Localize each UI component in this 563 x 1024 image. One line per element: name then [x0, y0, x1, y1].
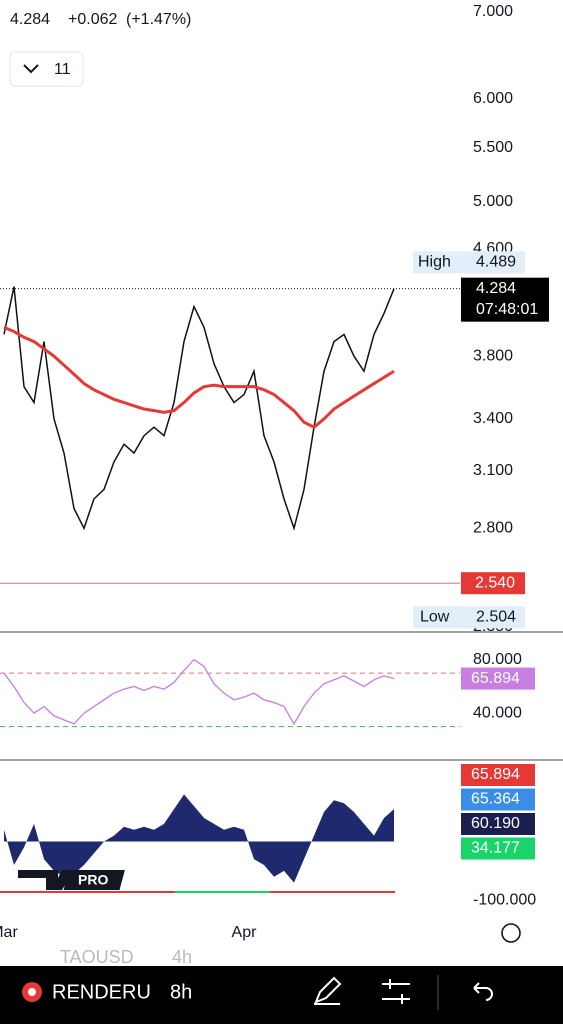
- behind-symbol: TAOUSD: [60, 947, 134, 967]
- rsi-badge: [461, 667, 535, 690]
- indicator-count: 11: [54, 61, 71, 78]
- low-badge: [413, 606, 525, 629]
- pro-label: PRO: [78, 872, 108, 888]
- change: +0.062: [68, 11, 117, 28]
- last-price: 4.284: [10, 11, 50, 28]
- rsi-tick-label: 40.000: [473, 704, 522, 721]
- osc-badge: [461, 788, 535, 811]
- symbol[interactable]: RENDERU: [52, 981, 151, 1003]
- osc-badge-value: 34.177: [471, 840, 520, 857]
- osc-badge-value: 60.190: [471, 815, 520, 832]
- oscillator-area: [4, 794, 394, 883]
- tv-logo: [18, 870, 74, 890]
- chevron: [23, 64, 39, 74]
- osc-badge-value: 65.894: [471, 766, 520, 783]
- settings-icon[interactable]: [501, 923, 521, 943]
- y-tick-label: 5.000: [473, 193, 513, 210]
- pro-badge: [63, 870, 125, 890]
- indicator-toggle[interactable]: [9, 51, 84, 87]
- y-tick-label: 2.800: [473, 520, 513, 537]
- symbol-icon-dot: [28, 988, 36, 996]
- bottom-bar: [0, 966, 563, 1024]
- draw-icon[interactable]: [314, 976, 342, 1005]
- last-badge: [461, 277, 549, 322]
- level-value: 2.540: [475, 574, 515, 591]
- y-tick-label: 3.800: [473, 347, 513, 364]
- rsi-value: 65.894: [471, 670, 520, 687]
- osc-badge-value: 65.364: [471, 791, 520, 808]
- high-badge: [413, 251, 525, 274]
- osc-badge: [461, 837, 535, 860]
- y-tick-label: 3.400: [473, 410, 513, 427]
- osc-badge: [461, 813, 535, 835]
- last-badge-price: 4.284: [476, 280, 516, 297]
- y-tick-label: 3.100: [473, 462, 513, 479]
- behind-interval: 4h: [172, 947, 192, 967]
- price-line: [3, 286, 395, 531]
- osc-tick-label: -100.000: [473, 892, 536, 909]
- moving-average: [3, 325, 395, 430]
- high-label: High: [418, 254, 451, 271]
- low-label: Low: [420, 608, 450, 625]
- y-tick-label: 7.000: [473, 3, 513, 20]
- x-tick-label: Mar: [0, 924, 18, 941]
- rsi-tick-label: 80.000: [473, 651, 522, 668]
- high-value: 4.489: [476, 254, 516, 271]
- y-tick-label: 5.500: [473, 139, 513, 156]
- countdown: 07:48:01: [476, 301, 538, 318]
- change-percent: (+1.47%): [126, 11, 191, 28]
- interval[interactable]: 8h: [170, 981, 192, 1003]
- y-tick-label: 6.000: [473, 90, 513, 107]
- settings-sliders[interactable]: [382, 979, 410, 1004]
- x-tick-label: Apr: [232, 924, 258, 941]
- level-badge: [461, 572, 525, 595]
- osc-badge: [461, 764, 535, 786]
- rsi-line: [3, 658, 395, 726]
- undo-icon[interactable]: [473, 982, 493, 1001]
- low-value: 2.504: [476, 608, 516, 625]
